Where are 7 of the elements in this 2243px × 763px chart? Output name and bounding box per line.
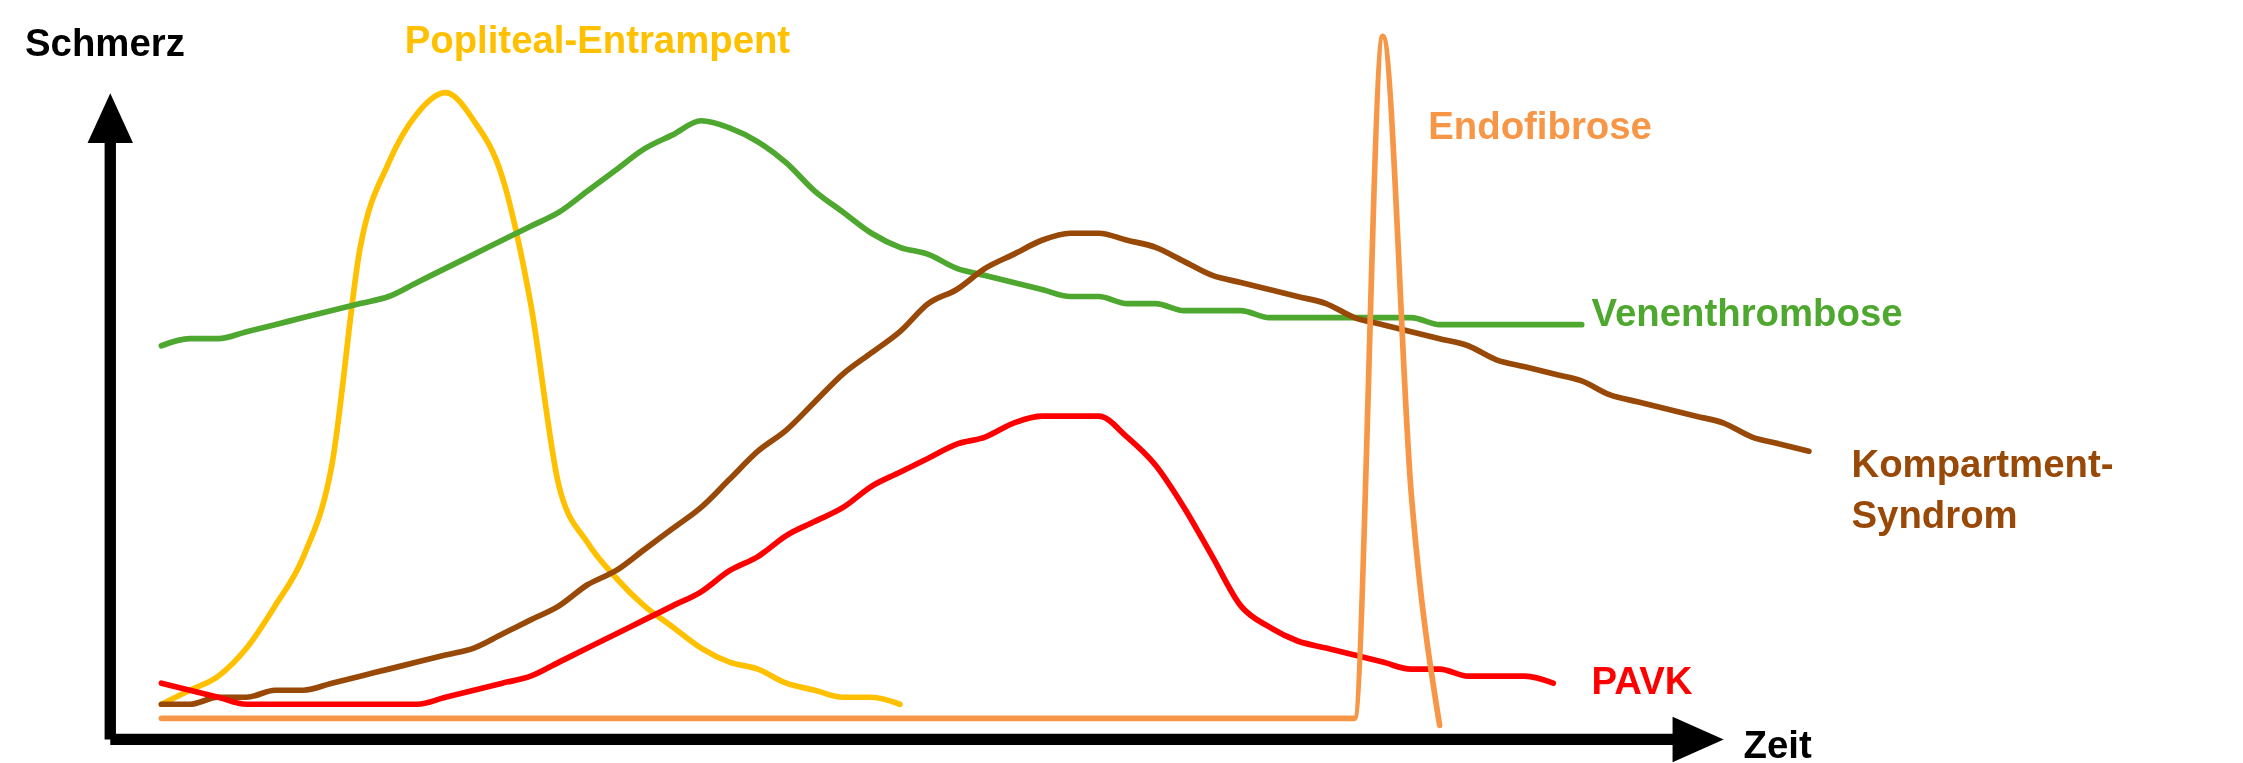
series-label: Popliteal-Entrampent	[404, 18, 791, 62]
series-label: Endofibrose	[1428, 103, 1652, 147]
series-label: Venenthrombose	[1591, 291, 1903, 335]
y-axis-title: Schmerz	[25, 21, 185, 65]
x-axis-title: Zeit	[1743, 722, 1812, 763]
series-label: PAVK	[1591, 658, 1693, 702]
series-label: Kompartment-Syndrom	[1851, 441, 2114, 536]
